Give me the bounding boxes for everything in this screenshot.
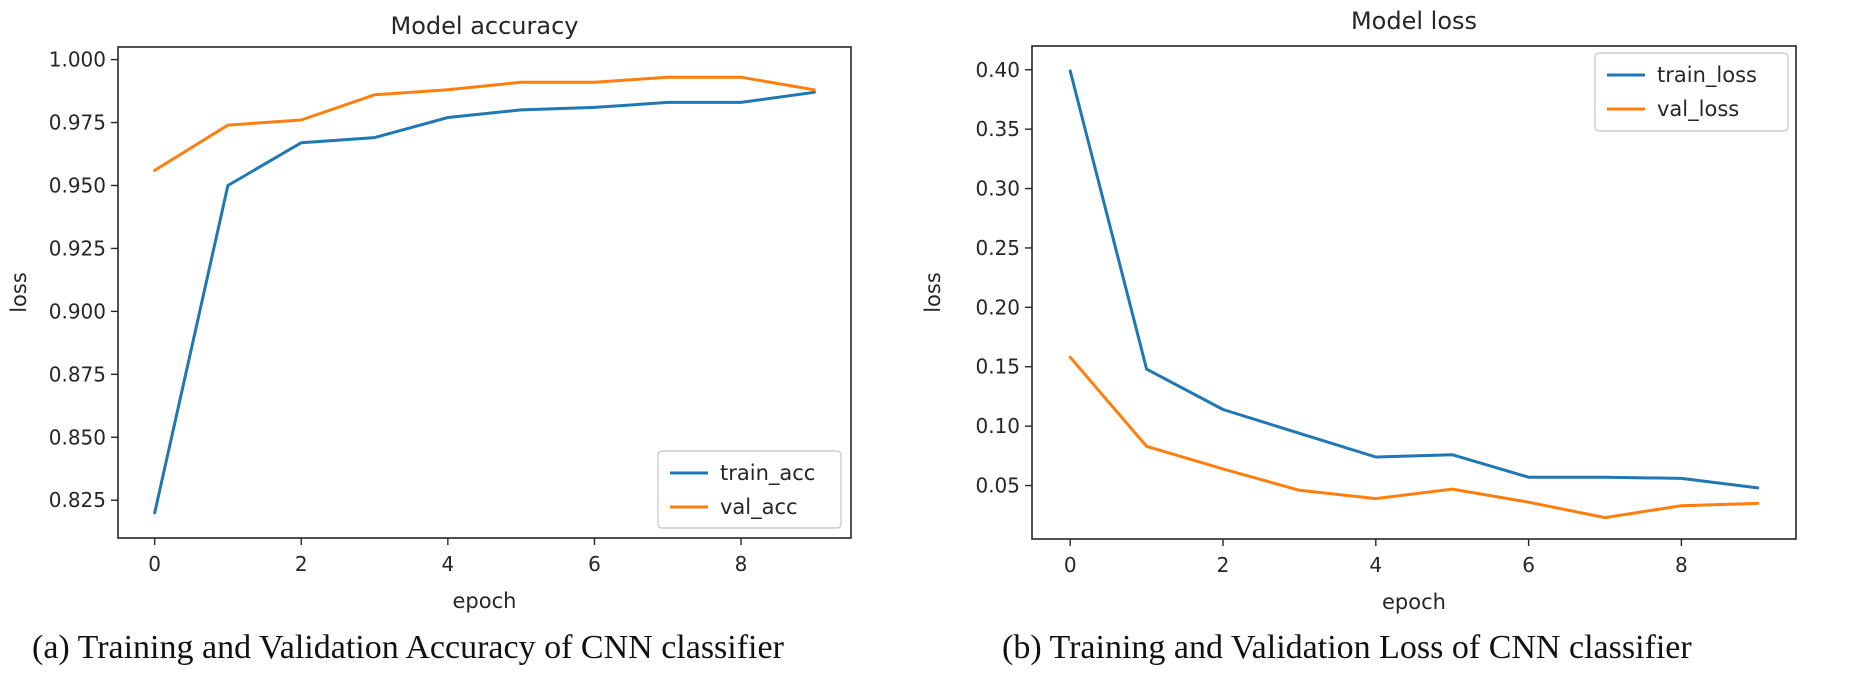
series-line-train_loss: [1068, 69, 1760, 490]
y-tick-label: 0.825: [49, 488, 106, 512]
y-tick-label: 0.35: [975, 117, 1020, 141]
chart-title: Model accuracy: [391, 12, 579, 40]
y-tick-label: 0.10: [975, 414, 1020, 438]
y-tick-label: 0.25: [975, 236, 1020, 260]
figure-caption: (a) Training and Validation Accuracy of …: [32, 629, 785, 666]
y-axis-label: loss: [7, 272, 31, 313]
y-tick-label: 0.950: [49, 173, 106, 197]
legend-box: [1594, 52, 1789, 132]
y-tick-label: 0.15: [975, 355, 1020, 379]
series-line-train_acc: [153, 90, 816, 515]
x-tick-label: 8: [1675, 553, 1688, 577]
figure-caption: (b) Training and Validation Loss of CNN …: [1002, 629, 1692, 666]
y-tick-label: 0.925: [49, 236, 106, 260]
y-tick-label: 0.30: [975, 177, 1020, 201]
series-line-val_loss: [1068, 355, 1760, 520]
chart-1: 0 2 4 6 8 0.05 0.10 0.15 0.20 0.25 0.30 0.35 0.40 Mod…: [921, 7, 1797, 666]
x-axis-label: epoch: [1382, 590, 1446, 614]
x-tick-label: 0: [1064, 553, 1077, 577]
x-tick-label: 2: [295, 552, 308, 576]
legend: train_acc val_acc: [657, 450, 842, 529]
chart-0: 0 2 4 6 8 0.825 0.850 0.875 0.900 0.925 0.950 0.975…: [7, 12, 852, 666]
plot-frame: [1031, 45, 1797, 540]
legend-label-val_acc: val_acc: [720, 495, 798, 520]
x-tick-label: 4: [441, 552, 454, 576]
y-axis-label: loss: [921, 272, 945, 313]
legend: train_loss val_loss: [1594, 52, 1789, 132]
legend-label-train_loss: train_loss: [1657, 63, 1757, 88]
y-tick-label: 0.40: [975, 58, 1020, 82]
y-tick-label: 0.05: [975, 474, 1020, 498]
x-tick-label: 0: [148, 552, 161, 576]
x-tick-label: 4: [1369, 553, 1382, 577]
y-tick-label: 0.900: [49, 299, 106, 323]
legend-label-train_acc: train_acc: [720, 461, 815, 486]
y-tick-label: 0.20: [975, 295, 1020, 319]
x-tick-label: 6: [1522, 553, 1535, 577]
y-tick-label: 0.875: [49, 362, 106, 386]
series-line-val_acc: [153, 75, 816, 172]
x-tick-label: 6: [588, 552, 601, 576]
x-axis-label: epoch: [453, 589, 517, 613]
y-tick-label: 0.975: [49, 111, 106, 135]
x-tick-label: 8: [735, 552, 748, 576]
x-tick-label: 2: [1217, 553, 1230, 577]
plot-frame: [117, 46, 852, 539]
y-tick-label: 0.850: [49, 425, 106, 449]
legend-label-val_loss: val_loss: [1657, 97, 1739, 122]
y-tick-label: 1.000: [49, 48, 106, 72]
chart-title: Model loss: [1351, 7, 1477, 35]
legend-box: [657, 450, 842, 529]
